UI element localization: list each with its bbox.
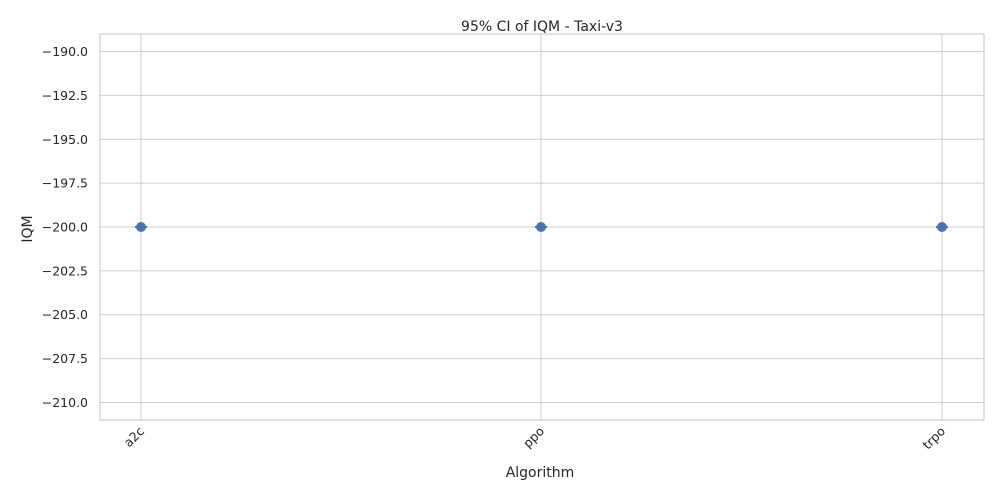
y-tick-label: −190.0 xyxy=(42,44,88,59)
data-point xyxy=(136,222,146,232)
y-tick-label: −205.0 xyxy=(42,307,88,322)
plot-frame xyxy=(99,33,985,421)
y-tick-label: −210.0 xyxy=(42,395,88,410)
y-axis-label: IQM xyxy=(20,215,36,242)
data-point xyxy=(536,222,546,232)
y-tick-label: −207.5 xyxy=(42,351,88,366)
y-tick-label: −192.5 xyxy=(42,88,88,103)
y-tick-label: −197.5 xyxy=(42,176,88,191)
chart-title: 95% CI of IQM - Taxi-v3 xyxy=(461,19,623,35)
y-tick-label: −195.0 xyxy=(42,132,88,147)
y-tick-label: −200.0 xyxy=(42,220,88,235)
marks xyxy=(135,222,948,232)
y-tick-label: −202.5 xyxy=(42,263,88,278)
x-axis-label: Algorithm xyxy=(506,465,575,481)
data-point xyxy=(937,222,947,232)
